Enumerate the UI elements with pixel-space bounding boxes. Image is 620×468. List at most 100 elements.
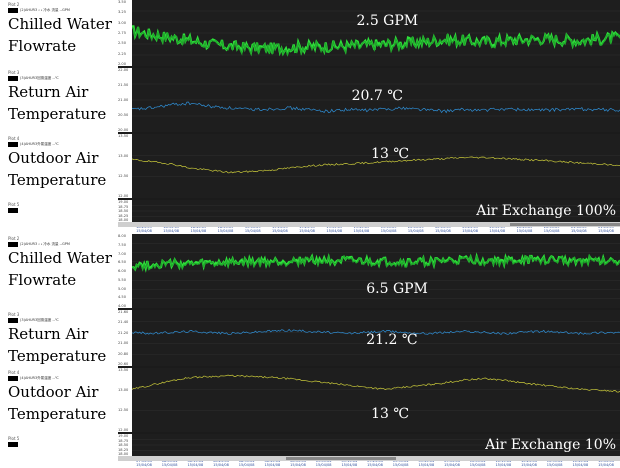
legend-swatch-row: (3)AHUR3回風溫度 --℃	[8, 317, 120, 323]
y-tick-label: 3.50	[118, 0, 127, 4]
x-tick-label: 20:35:09 15/04/08	[486, 225, 508, 233]
x-tick-date: 15/04/08	[299, 229, 315, 233]
x-tick-label: 21:05:09 15/04/08	[568, 225, 590, 233]
x-tick-time: 20:15:09	[435, 225, 451, 229]
value-overlay: Air Exchange 100%	[476, 202, 616, 219]
x-tick-time: 20:45:09	[516, 225, 533, 229]
plot-canvas	[132, 68, 620, 132]
x-tick-time: 09:35:04	[392, 459, 409, 463]
plot-4: 13.50 13.00 12.50 12.00 13 ℃	[118, 368, 620, 432]
x-tick-label: 19:45:09 15/04/08	[350, 225, 372, 233]
x-tick-label: 19:15:09 15/04/08	[269, 225, 291, 233]
x-tick-time: 21:15:09	[598, 225, 614, 229]
legend-swatch	[8, 7, 18, 13]
x-tick-time: 08:25:04	[213, 459, 229, 463]
x-tick-date: 15/04/08	[190, 229, 207, 233]
legend-swatch	[8, 141, 18, 147]
x-tick-label: 10:55:04 15/04/08	[595, 459, 617, 467]
y-tick-label: 3.00	[118, 20, 127, 25]
y-tick-label: 18.00	[118, 218, 129, 222]
x-tick-label: 08:45:04 15/04/08	[261, 459, 283, 467]
y-axis: 22.00 21.50 21.00 20.50 20.00	[118, 68, 132, 132]
series-label-line: Outdoor Air	[8, 149, 99, 167]
y-tick-label: 18.25	[118, 213, 129, 218]
plot-4: 13.50 13.00 12.50 12.00 13 ℃	[118, 134, 620, 198]
legend-swatch	[8, 241, 18, 247]
scrollbar-thumb[interactable]	[510, 223, 620, 226]
y-tick-label: 18.75	[118, 438, 129, 443]
x-tick-label: 20:55:09 15/04/08	[541, 225, 563, 233]
x-tick-date: 15/04/08	[598, 229, 614, 233]
y-tick-label: 21.20	[118, 330, 129, 335]
series-label-line: Return Air	[8, 325, 89, 343]
series-line	[132, 101, 620, 114]
x-tick-label: 09:45:04 15/04/08	[415, 459, 437, 467]
y-tick-label: 18.25	[118, 447, 129, 452]
x-tick-label: 10:45:04 15/04/08	[569, 459, 591, 467]
plot-tag: Plot 3	[8, 70, 20, 75]
x-tick-date: 15/04/08	[444, 463, 460, 467]
x-tick-date: 15/04/08	[353, 229, 370, 233]
series-label-line: Return Air	[8, 83, 89, 101]
x-tick-label: 19:05:09 15/04/08	[242, 225, 264, 233]
series-label-line: Outdoor Air	[8, 383, 99, 401]
x-tick-date: 15/04/08	[341, 463, 358, 467]
series-label-line: Temperature	[8, 347, 107, 365]
x-tick-time: 07:55:04	[136, 459, 152, 463]
y-tick-label: 21.40	[118, 320, 129, 325]
x-tick-time: 08:45:04	[264, 459, 281, 463]
y-tick-label: 21.00	[118, 98, 129, 102]
x-tick-date: 15/04/08	[272, 229, 288, 233]
legend-item: Plot 4 (4)AHUR3外氣溫度 --℃ Outdoor Air Tempera…	[8, 136, 120, 191]
x-tick-date: 15/04/08	[136, 463, 152, 467]
legend-swatch	[8, 317, 18, 323]
x-tick-date: 15/04/08	[244, 229, 261, 233]
x-axis: 07:55:04 15/04/08 08:05:04 15/04/08 08:15:04…	[118, 456, 620, 468]
legend-series-name: (2)AHUR3 ₂ ₃ 冷水 流量 --GPM	[20, 241, 70, 246]
x-tick-date: 15/04/08	[290, 463, 306, 467]
legend-swatch	[8, 375, 18, 381]
y-tick-label: 2.50	[118, 41, 127, 46]
legend-item: Plot 2 (2)AHUR3 ₂ ₃ 冷水 流量 --GPM Chilled Wa…	[8, 236, 120, 291]
y-tick-label: 13.50	[118, 134, 129, 138]
x-tick-time: 19:25:09	[299, 225, 315, 229]
chart-panel-top: Plot 2 (2)AHUR3 ₂ ₃ 冷水 流量 --GPM Chilled Wa…	[8, 0, 620, 234]
series-line	[132, 328, 620, 336]
y-axis: 3.50 3.25 3.00 2.75 2.50 2.25 2.00	[118, 0, 132, 66]
horizontal-scrollbar[interactable]	[118, 222, 620, 227]
plot-3: 21.60 21.40 21.20 21.00 20.80 20.60 21.2 ℃	[118, 310, 620, 366]
x-tick-label: 10:05:04 15/04/08	[467, 459, 489, 467]
y-tick-label: 8.00	[118, 234, 127, 238]
x-tick-label: 10:25:04 15/04/08	[518, 459, 540, 467]
value-overlay: 13 ℃	[371, 146, 410, 163]
x-tick-label: 18:25:09 15/04/08	[133, 225, 155, 233]
x-tick-label: 20:05:09 15/04/08	[405, 225, 427, 233]
value-overlay: 2.5 GPM	[356, 12, 419, 29]
y-axis: 21.60 21.40 21.20 21.00 20.80 20.60	[118, 310, 132, 366]
plot-background	[132, 368, 620, 432]
x-axis: 18:25:09 15/04/08 18:35:09 15/04/08 18:45:09…	[118, 222, 620, 234]
horizontal-scrollbar[interactable]	[118, 456, 620, 461]
legend-series-name: (4)AHUR3外氣溫度 --℃	[20, 375, 59, 380]
x-tick-date: 15/04/08	[315, 463, 332, 467]
x-tick-date: 15/04/08	[570, 229, 587, 233]
x-tick-date: 15/04/08	[380, 229, 397, 233]
x-tick-time: 19:05:09	[244, 225, 261, 229]
x-tick-label: 08:35:04 15/04/08	[236, 459, 258, 467]
x-tick-label: 20:45:09 15/04/08	[513, 225, 535, 233]
scrollbar-thumb[interactable]	[286, 457, 396, 460]
legend-column: Plot 2 (2)AHUR3 ₂ ₃ 冷水 流量 --GPM Chilled Wa…	[0, 234, 118, 456]
legend-item: Plot 3 (3)AHUR3回風溫度 --℃ Return Air Temperat…	[8, 312, 120, 367]
x-tick-date: 15/04/08	[572, 463, 589, 467]
y-tick-label: 20.50	[118, 113, 129, 117]
legend-swatch-row: (2)AHUR3 ₂ ₃ 冷水 流量 --GPM	[8, 241, 120, 247]
x-tick-label: 09:35:04 15/04/08	[390, 459, 412, 467]
plot-3: 22.00 21.50 21.00 20.50 20.00 20.7 ℃	[118, 68, 620, 132]
legend-swatch-row: (3)AHUR3回風溫度 --℃	[8, 75, 120, 81]
x-tick-time: 19:45:09	[353, 225, 370, 229]
x-tick-time: 08:15:04	[187, 459, 204, 463]
plot-tag: Plot 5	[8, 436, 20, 441]
y-tick-label: 21.50	[118, 83, 129, 87]
x-tick-label: 09:55:04 15/04/08	[441, 459, 463, 467]
plot-canvas	[132, 310, 620, 366]
